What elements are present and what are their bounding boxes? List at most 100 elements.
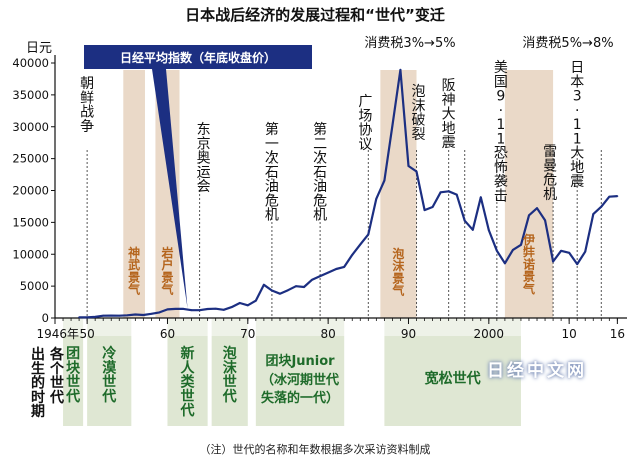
generation-band-3 bbox=[211, 336, 248, 426]
legend-layer: 日经平均指数（年底收盘价） bbox=[84, 45, 312, 309]
x-tick-label-6: 2000 bbox=[474, 327, 505, 341]
nikkei-point-59 bbox=[552, 260, 554, 263]
event-label-8: 雷曼危机 bbox=[543, 144, 557, 203]
nikkei-point-33 bbox=[343, 265, 346, 268]
nikkei-series-line bbox=[79, 68, 618, 319]
label-layer: 朝鲜战争 东京奥运会 第一次石油危机 第二次石油危机 广场协议 泡沫破裂 阪神大地震 美国 9 ·… bbox=[31, 36, 614, 420]
nikkei-point-52 bbox=[495, 249, 498, 252]
nikkei-point-64 bbox=[592, 213, 595, 216]
event-label-1: 东京奥运会 bbox=[197, 122, 211, 195]
nikkei-point-14 bbox=[190, 309, 193, 312]
nikkei-point-1 bbox=[86, 316, 89, 319]
boom-label-2: 泡沫景气 bbox=[391, 246, 405, 298]
nikkei-point-7 bbox=[134, 313, 137, 316]
nikkei-point-25 bbox=[279, 292, 281, 295]
nikkei-point-55 bbox=[520, 243, 522, 246]
nikkei-point-16 bbox=[206, 308, 209, 310]
generation-band-top-2 bbox=[167, 318, 208, 336]
y-axis-unit: 日元 bbox=[26, 41, 52, 56]
shade-layer bbox=[63, 70, 554, 426]
nikkei-point-27 bbox=[295, 285, 297, 288]
nikkei-point-63 bbox=[584, 250, 587, 253]
y-tick-label-5: 25000 bbox=[12, 152, 49, 166]
event-label-5: 泡沫破裂 bbox=[412, 84, 426, 143]
event-label-7: 美国 9 · 1 1 恐怖袭击 bbox=[494, 60, 508, 205]
nikkei-point-26 bbox=[287, 289, 289, 292]
event-line-layer bbox=[86, 150, 602, 318]
y-tick-label-4: 20000 bbox=[12, 184, 49, 198]
nikkei-point-11 bbox=[166, 308, 169, 311]
nikkei-point-31 bbox=[327, 271, 330, 274]
generation-label-2: 新人类世代 bbox=[180, 345, 196, 419]
nikkei-point-12 bbox=[174, 307, 177, 310]
event-label-2: 第一次石油危机 bbox=[265, 121, 279, 224]
generation-label-0: 团块世代 bbox=[65, 346, 81, 405]
boom-label-0: 神武景气 bbox=[127, 245, 140, 297]
caption-each-generation: 各个世代 bbox=[49, 346, 65, 406]
boom-label-3: 伊弉诺景气 bbox=[522, 232, 535, 296]
series-layer bbox=[78, 68, 619, 319]
x-tick-label-4: 80 bbox=[321, 327, 336, 341]
nikkei-point-29 bbox=[311, 278, 313, 281]
nikkei-point-22 bbox=[254, 299, 257, 302]
nikkei-point-67 bbox=[616, 195, 619, 198]
event-label-0: 朝鲜战争 bbox=[80, 76, 94, 135]
y-tick-label-1: 5000 bbox=[20, 279, 49, 293]
event-label-3: 第二次石油危机 bbox=[313, 121, 327, 224]
event-label-4: 广场协议 bbox=[358, 94, 372, 153]
nikkei-point-5 bbox=[118, 314, 121, 317]
nikkei-point-57 bbox=[536, 207, 538, 210]
nikkei-point-4 bbox=[110, 314, 113, 317]
nikkei-point-17 bbox=[214, 307, 217, 310]
nikkei-point-21 bbox=[246, 304, 249, 307]
nikkei-point-2 bbox=[94, 316, 97, 318]
generation-label-5: 宽松世代 bbox=[425, 370, 481, 387]
y-tick-label-6: 30000 bbox=[12, 120, 49, 134]
x-tick-label-2: 60 bbox=[160, 327, 175, 341]
axes-layer: 日元 0 5000 10000 15000 20000 25000 30000 35000 400… bbox=[12, 41, 627, 341]
nikkei-point-45 bbox=[439, 191, 442, 194]
legend-series-name: 日经平均指数（年底收盘价） bbox=[120, 50, 276, 65]
nikkei-point-18 bbox=[222, 308, 225, 311]
nikkei-point-0 bbox=[78, 316, 81, 319]
generation-band-0 bbox=[63, 336, 84, 426]
generation-label-3: 泡沫世代 bbox=[222, 345, 238, 405]
nikkei-point-65 bbox=[600, 205, 603, 208]
generation-band-5 bbox=[384, 336, 521, 426]
x-tick-label-3: 70 bbox=[240, 327, 255, 341]
nikkei-point-20 bbox=[238, 302, 241, 304]
boom-band-2 bbox=[380, 70, 417, 318]
x-tick-label-1: 50 bbox=[79, 327, 94, 341]
x-tick-label-5: 90 bbox=[401, 327, 416, 341]
nikkei-point-50 bbox=[479, 196, 482, 199]
nikkei-point-3 bbox=[102, 314, 105, 317]
nikkei-point-41 bbox=[407, 165, 410, 167]
nikkei-point-37 bbox=[375, 197, 378, 200]
legend-pointer bbox=[152, 69, 188, 309]
nikkei-point-19 bbox=[230, 306, 233, 308]
nikkei-point-28 bbox=[303, 286, 305, 288]
y-tick-label-8: 40000 bbox=[12, 56, 49, 70]
watermark: 日经中文网 bbox=[487, 361, 587, 381]
generation-band-top-3 bbox=[211, 318, 248, 336]
generation-label-1: 冷漠世代 bbox=[101, 345, 117, 405]
y-tick-label-0: 0 bbox=[42, 311, 49, 325]
nikkei-point-8 bbox=[142, 314, 145, 316]
generation-sub-4: （冰河期世代 bbox=[261, 372, 339, 388]
nikkei-point-38 bbox=[383, 179, 386, 182]
nikkei-point-43 bbox=[423, 209, 426, 212]
nikkei-point-35 bbox=[359, 243, 362, 246]
nikkei-point-60 bbox=[560, 249, 563, 252]
nikkei-point-46 bbox=[447, 190, 450, 193]
nikkei-point-42 bbox=[415, 170, 418, 173]
nikkei-point-9 bbox=[150, 312, 153, 315]
nikkei-point-32 bbox=[335, 268, 338, 270]
nikkei-point-56 bbox=[528, 214, 530, 217]
event-label-9: 日本 3 · 1 1 大地震 bbox=[570, 60, 584, 190]
x-tick-label-0: 1946年 bbox=[36, 327, 79, 341]
nikkei-point-66 bbox=[608, 195, 611, 198]
nikkei-point-47 bbox=[455, 193, 458, 196]
nikkei-point-40 bbox=[399, 69, 402, 71]
boom-band-3 bbox=[504, 70, 554, 318]
